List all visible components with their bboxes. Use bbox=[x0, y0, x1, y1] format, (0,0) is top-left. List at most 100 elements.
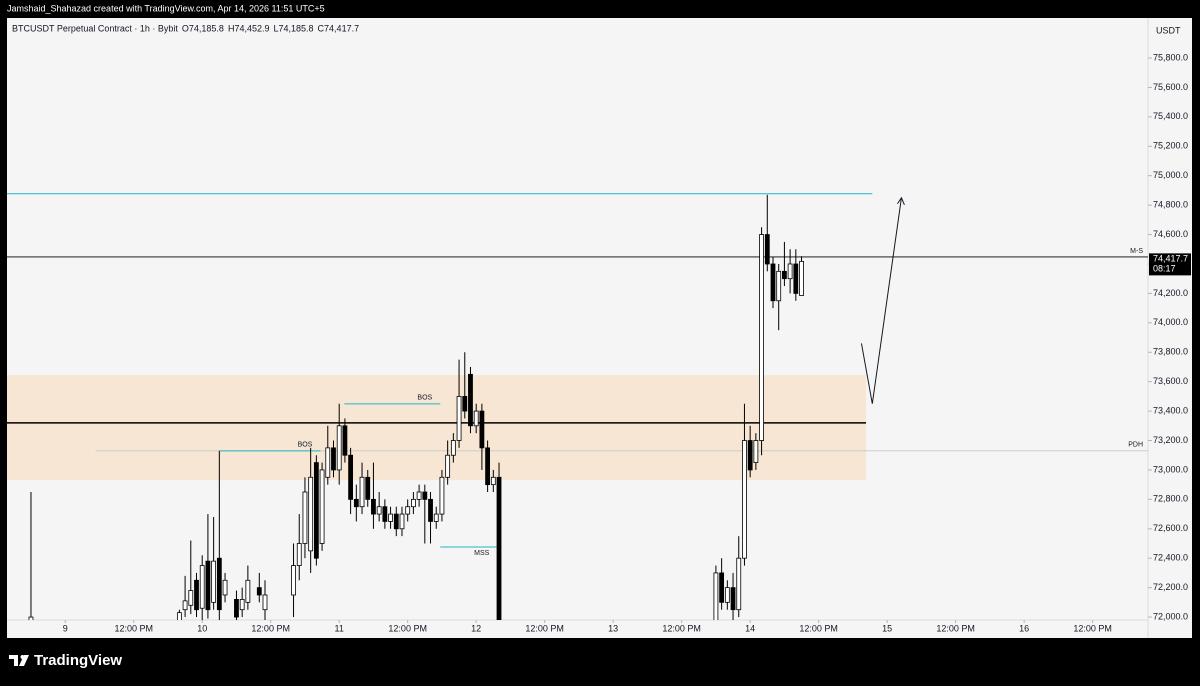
brand-name: TradingView bbox=[34, 652, 122, 669]
candle-body bbox=[176, 612, 182, 620]
candle-body bbox=[416, 491, 422, 500]
candle-body bbox=[325, 447, 331, 478]
candle-body bbox=[205, 560, 211, 611]
candle-body bbox=[730, 587, 736, 611]
candle-body bbox=[376, 506, 382, 515]
level-label: M-S bbox=[1130, 248, 1143, 255]
candle-body bbox=[211, 560, 217, 603]
y-tick-label: 73,200.0 bbox=[1153, 435, 1188, 445]
price-badge-label: 74,417.7 bbox=[1153, 254, 1188, 264]
candle-body bbox=[199, 565, 205, 609]
level-label: PDH bbox=[1128, 442, 1143, 449]
y-tick-label: 75,400.0 bbox=[1153, 111, 1188, 121]
brand: TradingView bbox=[9, 652, 122, 669]
candle-body bbox=[262, 594, 268, 611]
symbol-title: BTCUSDT Perpetual Contract · 1h · Bybit bbox=[12, 23, 178, 33]
candle-body bbox=[388, 513, 393, 522]
candle-body bbox=[433, 513, 439, 522]
candle-body bbox=[742, 440, 747, 559]
candle-body bbox=[764, 234, 770, 265]
candle-body bbox=[770, 263, 776, 302]
x-tick-label: 12:00 PM bbox=[799, 623, 838, 633]
candle-body bbox=[296, 543, 302, 566]
candle-body bbox=[787, 263, 793, 280]
candle-body bbox=[353, 498, 359, 508]
ohlc-value: C74,417.7 bbox=[318, 23, 360, 33]
y-tick-label: 75,600.0 bbox=[1153, 82, 1188, 92]
candle-body bbox=[382, 506, 388, 522]
candle-body bbox=[719, 572, 725, 603]
y-tick-label: 72,600.0 bbox=[1153, 523, 1188, 533]
x-tick-label: 12:00 PM bbox=[662, 623, 701, 633]
candle-body bbox=[331, 447, 336, 471]
countdown: 08:17 bbox=[1153, 264, 1176, 274]
candle-body bbox=[736, 557, 742, 611]
level-label: BOS bbox=[417, 395, 432, 402]
candle-body bbox=[753, 440, 759, 463]
x-tick-label: 10 bbox=[197, 623, 207, 633]
y-tick-label: 75,200.0 bbox=[1153, 141, 1188, 151]
candle-body bbox=[462, 395, 468, 412]
ohlc-value: O74,185.8 bbox=[182, 23, 224, 33]
y-tick-label: 73,400.0 bbox=[1153, 405, 1188, 415]
y-tick-label: 73,000.0 bbox=[1153, 464, 1188, 474]
candle-body bbox=[422, 491, 428, 500]
y-tick-label: 72,400.0 bbox=[1153, 553, 1188, 563]
chart-panel bbox=[7, 18, 1192, 638]
y-tick-label: 74,200.0 bbox=[1153, 288, 1188, 298]
y-tick-label: 73,800.0 bbox=[1153, 347, 1188, 357]
candle-body bbox=[188, 590, 194, 606]
candle-body bbox=[182, 600, 188, 611]
y-tick-label: 74,800.0 bbox=[1153, 200, 1188, 210]
candle-body bbox=[479, 410, 485, 449]
y-tick-label: 74,000.0 bbox=[1153, 317, 1188, 327]
candle-body bbox=[713, 572, 719, 620]
plot-area bbox=[7, 193, 1148, 620]
projection-arrow bbox=[860, 197, 902, 404]
candle-body bbox=[799, 260, 804, 296]
x-tick-label: 12:00 PM bbox=[1073, 623, 1112, 633]
candle-body bbox=[359, 476, 365, 508]
candle-body bbox=[776, 270, 782, 302]
zone bbox=[7, 375, 867, 481]
x-tick-label: 12:00 PM bbox=[251, 623, 290, 633]
y-tick-label: 72,000.0 bbox=[1153, 611, 1188, 621]
x-tick-label: 15 bbox=[882, 623, 892, 633]
candle-body bbox=[450, 440, 456, 456]
y-tick-label: 75,800.0 bbox=[1153, 52, 1188, 62]
candle-body bbox=[336, 425, 342, 471]
candle-body bbox=[371, 498, 376, 515]
y-tick-label: 72,800.0 bbox=[1153, 494, 1188, 504]
candle-body bbox=[245, 579, 251, 603]
level-label: BOS bbox=[298, 442, 313, 449]
candle-body bbox=[302, 491, 308, 544]
candle-body bbox=[445, 454, 451, 478]
candle-body bbox=[468, 373, 473, 427]
candle-body bbox=[342, 425, 348, 456]
candle-body bbox=[747, 440, 753, 471]
ohlc-value: H74,452.9 bbox=[228, 23, 270, 33]
candle-body bbox=[496, 476, 502, 620]
candle-body bbox=[222, 579, 228, 596]
candle-body bbox=[319, 469, 325, 544]
candle-body bbox=[782, 270, 787, 280]
y-tick-label: 72,200.0 bbox=[1153, 582, 1188, 592]
y-tick-label: 74,600.0 bbox=[1153, 229, 1188, 239]
candle-body bbox=[793, 263, 799, 294]
x-tick-label: 12:00 PM bbox=[525, 623, 564, 633]
candle-body bbox=[410, 498, 416, 508]
y-tick-label: 73,600.0 bbox=[1153, 376, 1188, 386]
candle-body bbox=[313, 462, 319, 559]
ohlc-value: L74,185.8 bbox=[274, 23, 314, 33]
price-unit: USDT bbox=[1156, 25, 1181, 35]
candle-body bbox=[405, 506, 411, 515]
candle-body bbox=[473, 410, 479, 427]
x-tick-label: 12 bbox=[471, 623, 481, 633]
candle-body bbox=[239, 599, 245, 611]
candle-body bbox=[234, 599, 239, 618]
candle-body bbox=[428, 498, 433, 522]
x-tick-label: 16 bbox=[1019, 623, 1029, 633]
x-tick-label: 9 bbox=[63, 623, 68, 633]
candle-body bbox=[456, 395, 462, 441]
